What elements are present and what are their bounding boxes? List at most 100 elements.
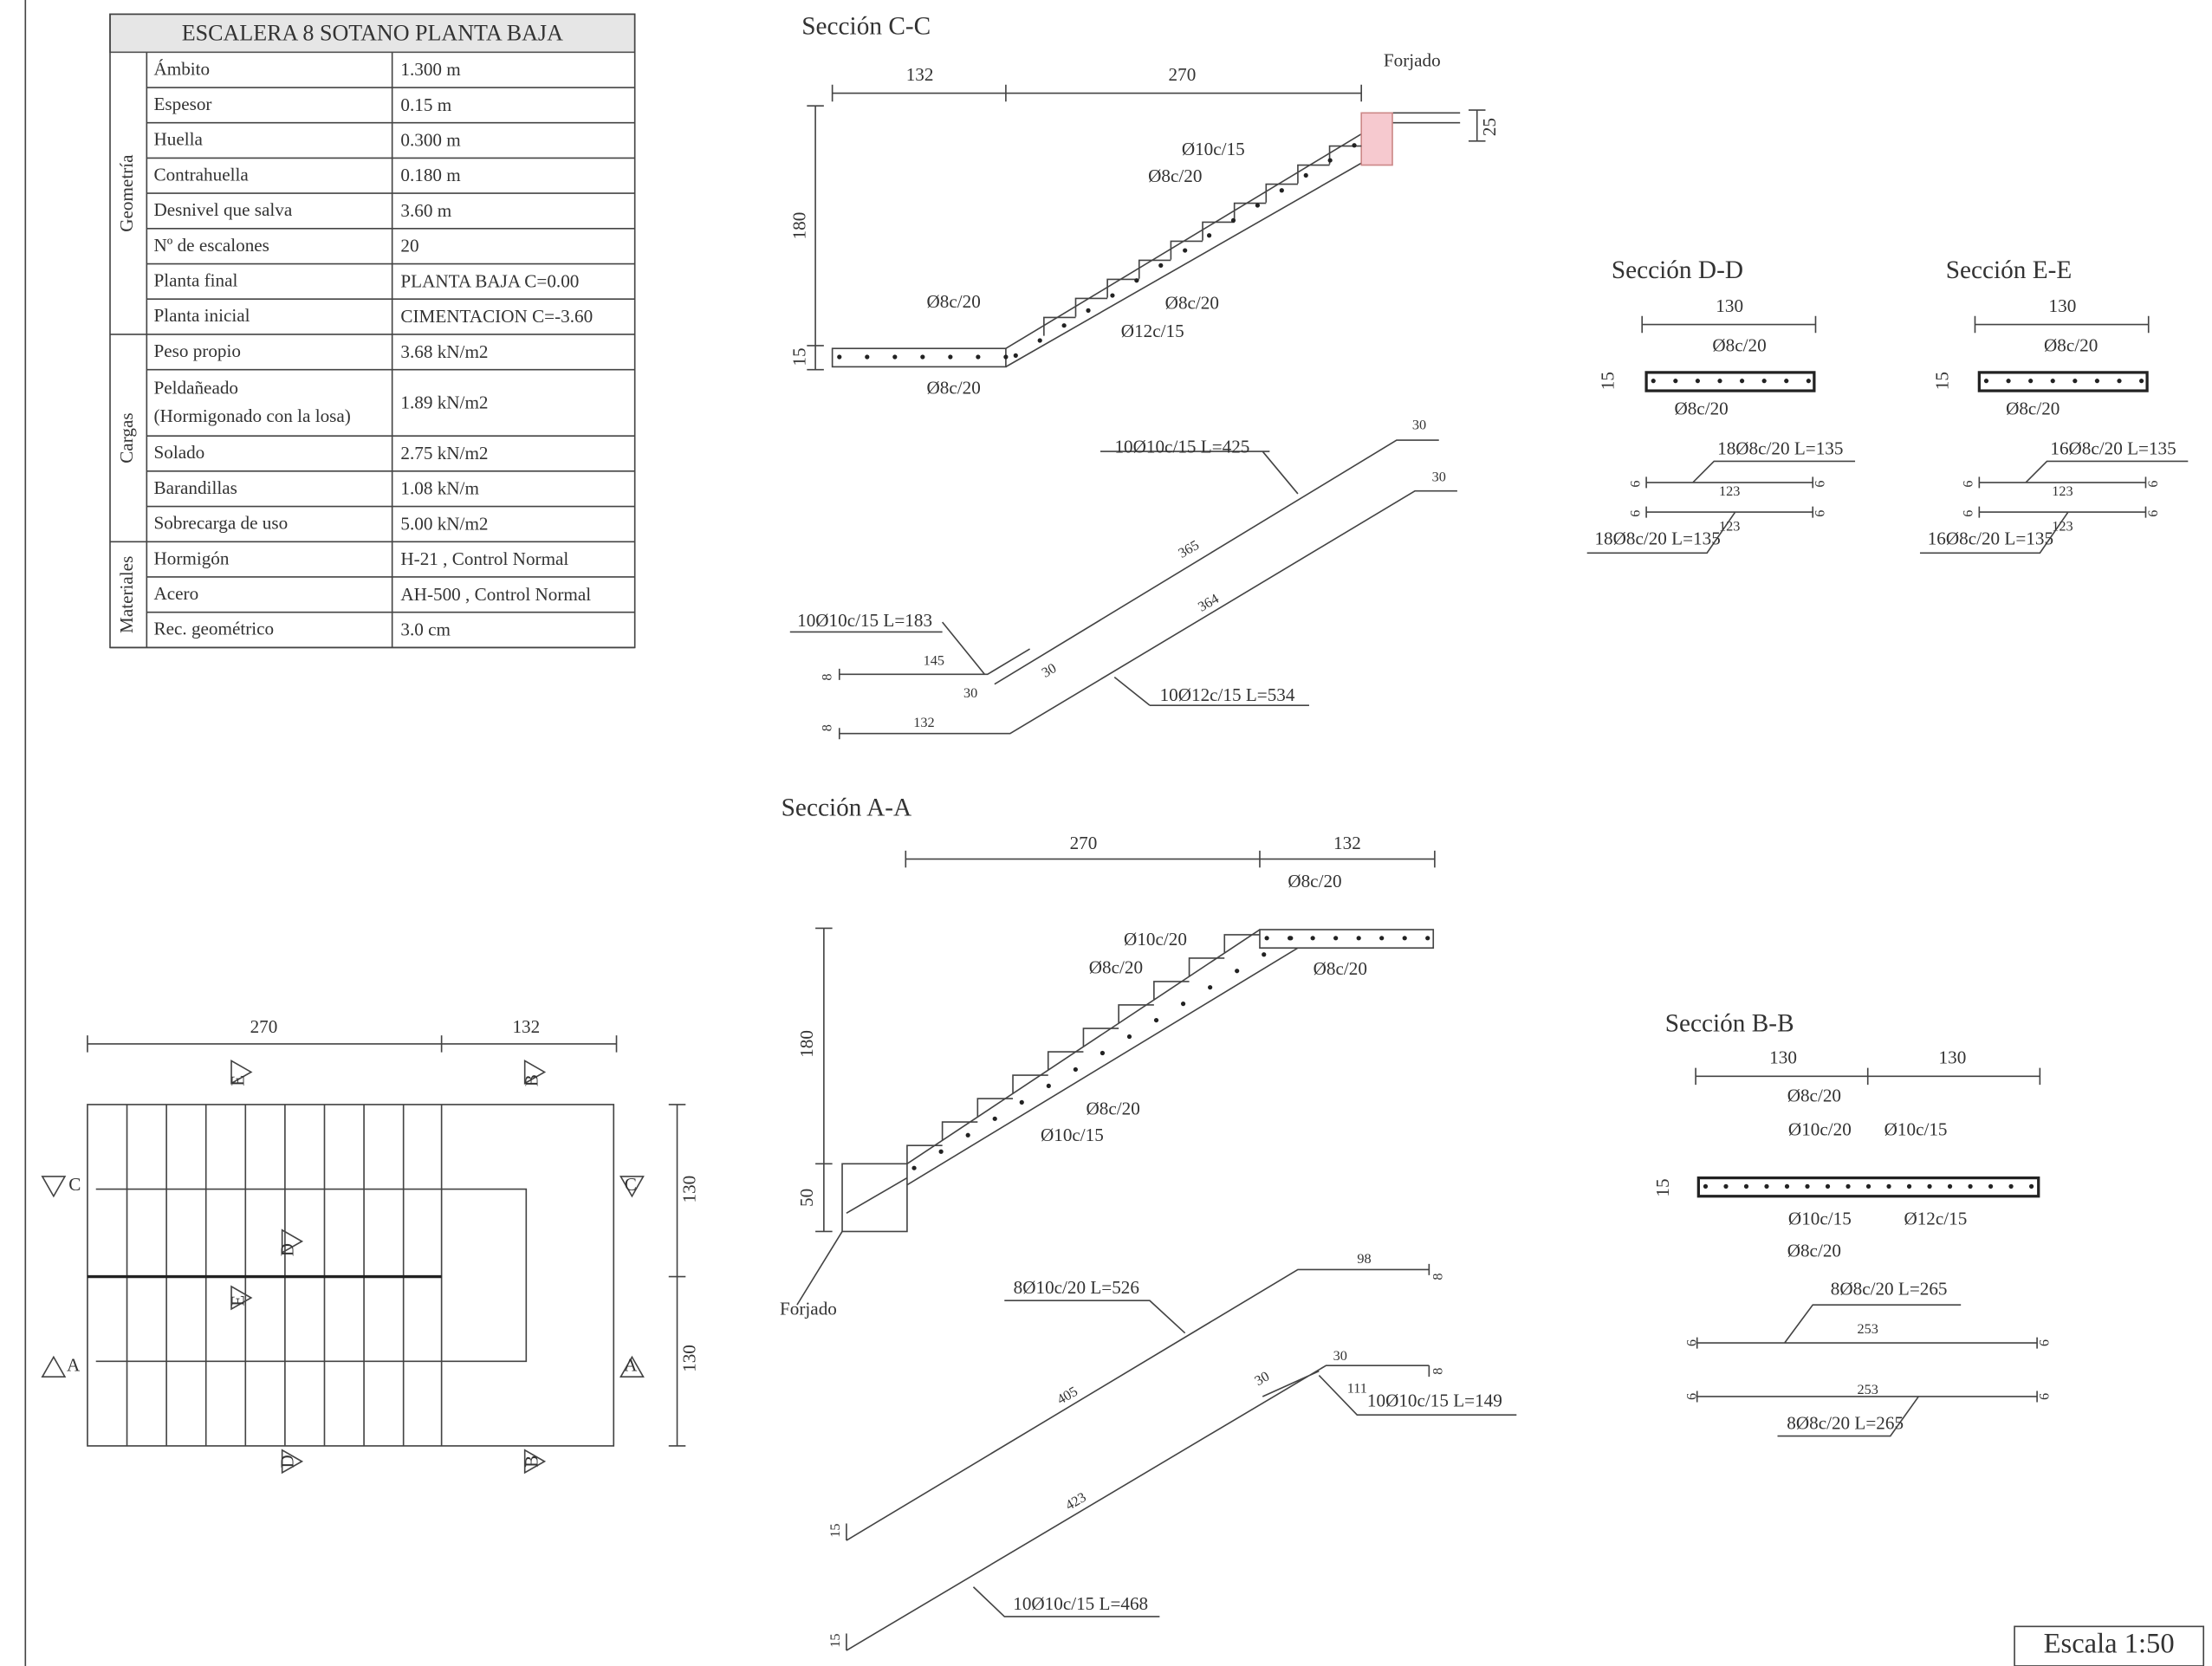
table-title: ESCALERA 8 SOTANO PLANTA BAJA xyxy=(182,21,563,46)
group-label: Materiales xyxy=(116,556,137,633)
rebar xyxy=(1695,379,1701,384)
rebar xyxy=(1865,1183,1871,1189)
rebar xyxy=(1806,379,1811,384)
rebar xyxy=(1983,379,1989,384)
rebar xyxy=(1761,379,1767,384)
rebar xyxy=(2117,379,2122,384)
section-title: Sección B-B xyxy=(1665,1009,1794,1037)
row-label: Contrahuella xyxy=(153,164,249,185)
row-label: Rec. geométrico xyxy=(153,619,274,639)
rebar xyxy=(1037,338,1042,343)
rebar xyxy=(1288,936,1294,941)
linework xyxy=(24,0,2205,1666)
annotation: 6 xyxy=(2036,1393,2053,1400)
rebar xyxy=(837,354,842,360)
annotation: 98 xyxy=(1357,1250,1371,1267)
annotation: Ø8c/20 xyxy=(2006,399,2060,419)
annotation: 18Ø8c/20 L=135 xyxy=(1594,528,1720,549)
annotation: Ø8c/20 xyxy=(2044,334,2098,355)
annotation: 423 xyxy=(1062,1488,1089,1514)
annotation: 8 xyxy=(818,674,834,681)
rebar xyxy=(1206,233,1212,238)
rebar xyxy=(1968,1183,1973,1189)
row-value: 3.68 kN/m2 xyxy=(400,341,488,362)
plan-label: 132 xyxy=(512,1016,540,1037)
rebar xyxy=(1134,278,1139,283)
annotation: 8Ø8c/20 L=265 xyxy=(1787,1412,1904,1433)
annotation: 15 xyxy=(827,1634,843,1648)
rebar xyxy=(1279,188,1284,193)
annotation: 6 xyxy=(1960,510,1976,517)
rebar xyxy=(1703,1183,1709,1189)
scale-label: Escala 1:50 xyxy=(2044,1629,2175,1660)
rebar xyxy=(1019,1099,1024,1105)
annotation: 50 xyxy=(796,1189,817,1207)
annotation: Ø10c/15 xyxy=(1788,1208,1852,1228)
annotation: 132 xyxy=(1333,833,1361,853)
annotation: Ø12c/15 xyxy=(1121,321,1184,341)
section-title: Sección C-C xyxy=(801,12,931,40)
annotation: 16Ø8c/20 L=135 xyxy=(2050,438,2176,458)
annotation: 30 xyxy=(963,684,977,701)
row-label: Huella xyxy=(153,129,203,150)
rebar xyxy=(1303,172,1308,178)
rebar xyxy=(938,1149,944,1154)
rebar xyxy=(1805,1183,1810,1189)
annotation: 145 xyxy=(924,651,944,668)
annotation: 6 xyxy=(1812,510,1828,517)
annotation: 6 xyxy=(2144,510,2161,517)
annotation: 30 xyxy=(1252,1368,1273,1390)
row-value: 0.15 m xyxy=(400,94,451,115)
annotation: Ø8c/20 xyxy=(1787,1241,1841,1261)
annotation: 15 xyxy=(1932,372,1953,390)
rebar xyxy=(1046,1083,1051,1089)
annotation: Ø8c/20 xyxy=(1288,871,1341,891)
annotation: 30 xyxy=(1333,1347,1347,1364)
rebar xyxy=(948,354,953,360)
annotation: 270 xyxy=(1070,833,1098,853)
rebar xyxy=(1264,936,1269,941)
annotation: 270 xyxy=(1169,64,1197,85)
annotation: 6 xyxy=(1626,510,1643,517)
annotation: 10Ø10c/15 L=183 xyxy=(797,610,932,631)
annotation: 30 xyxy=(1412,417,1426,433)
rebar xyxy=(1003,354,1009,360)
annotation: Ø10c/20 xyxy=(1124,929,1187,950)
rebar xyxy=(1402,936,1407,941)
annotation: 253 xyxy=(1858,1381,1878,1397)
annotation: 130 xyxy=(1716,295,1743,316)
row-value: 1.300 m xyxy=(400,59,461,80)
rebar xyxy=(1379,936,1385,941)
rebar xyxy=(1235,969,1240,974)
annotation: 6 xyxy=(1812,480,1828,487)
row-label: Sobrecarga de uso xyxy=(153,513,288,534)
annotation: Ø8c/20 xyxy=(1087,1098,1140,1118)
rebar xyxy=(2050,379,2055,384)
rebar xyxy=(2094,379,2100,384)
annotation: Ø8c/20 xyxy=(1089,956,1143,977)
rebar xyxy=(1886,1183,1891,1189)
rebar xyxy=(1988,1183,1994,1189)
annotation: Ø10c/15 xyxy=(1041,1125,1104,1145)
plan-label: B xyxy=(521,1074,542,1086)
rebar xyxy=(1356,936,1361,941)
rebar xyxy=(1183,248,1188,253)
annotation: 132 xyxy=(913,714,934,730)
annotation: 6 xyxy=(1683,1339,1700,1346)
table-title-bg xyxy=(109,13,636,54)
annotation: 6 xyxy=(1683,1393,1700,1400)
annotation: 15 xyxy=(827,1524,843,1538)
rebar xyxy=(1255,203,1261,208)
annotation: Ø8c/20 xyxy=(927,291,981,312)
rebar xyxy=(1717,379,1722,384)
annotation: 130 xyxy=(1939,1047,1967,1068)
row-value: 1.89 kN/m2 xyxy=(400,392,488,412)
plan-label: 270 xyxy=(250,1016,278,1037)
annotation: Ø8c/20 xyxy=(1674,399,1728,419)
annotation: 6 xyxy=(1626,480,1643,487)
rebar xyxy=(1061,323,1067,328)
annotation: 123 xyxy=(1719,483,1740,499)
row-label: Planta inicial xyxy=(153,305,250,326)
